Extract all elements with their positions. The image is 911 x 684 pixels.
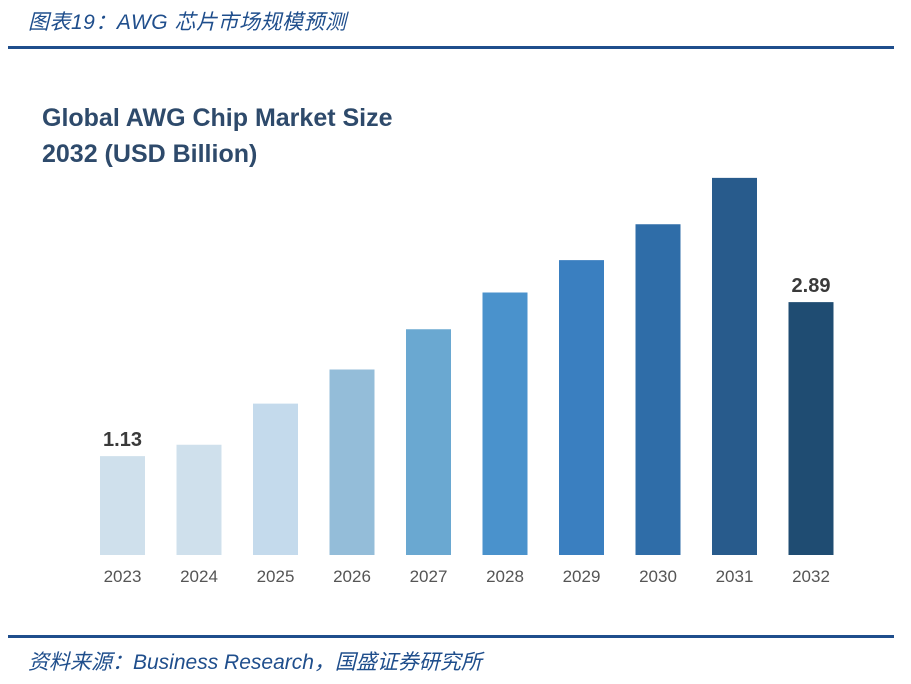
x-tick-label-2023: 2023 [104,567,142,586]
bar-2027 [406,329,451,555]
x-tick-label-2031: 2031 [716,567,754,586]
x-tick-label-2032: 2032 [792,567,830,586]
bar-2023 [100,456,145,555]
x-tick-label-2024: 2024 [180,567,218,586]
bar-2025 [253,403,298,555]
data-label-2032: 2.89 [792,275,831,297]
bar-2028 [482,292,528,555]
chart-title-line1: Global AWG Chip Market Size [42,104,393,132]
figure-caption: 图表19：AWG 芯片市场规模预测 [28,11,347,34]
bar-2029 [559,260,604,555]
bar-2030 [635,224,681,555]
bar-2031 [712,177,757,555]
bar-2026 [329,369,375,555]
bar-2024 [176,444,222,555]
x-tick-label-2030: 2030 [639,567,677,586]
top-divider [8,46,894,49]
x-tick-label-2027: 2027 [410,567,448,586]
x-tick-label-2025: 2025 [257,567,295,586]
x-tick-label-2026: 2026 [333,567,371,586]
source-note: 资料来源：Business Research，国盛证券研究所 [28,651,482,674]
x-tick-label-2029: 2029 [563,567,601,586]
bottom-divider [8,635,894,638]
chart-title-line2: 2032 (USD Billion) [42,140,258,168]
chart-title: Global AWG Chip Market Size 2032 (USD Bi… [42,100,462,172]
bar-2032 [788,302,834,555]
x-tick-label-2028: 2028 [486,567,524,586]
data-label-2023: 1.13 [103,429,142,451]
